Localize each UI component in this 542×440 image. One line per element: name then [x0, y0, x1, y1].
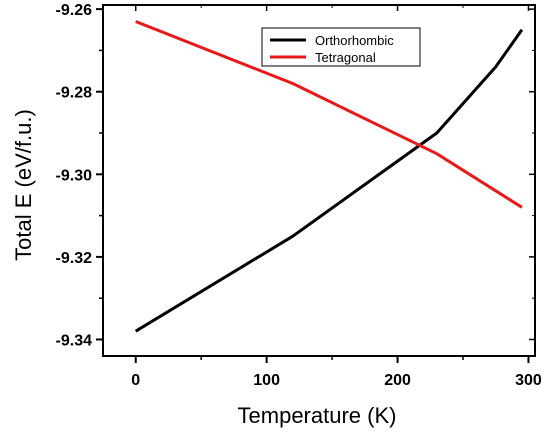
x-tick-label: 100	[253, 372, 280, 389]
x-axis-title: Temperature (K)	[238, 403, 397, 428]
y-tick-label: -9.34	[56, 332, 93, 349]
plot-frame	[102, 4, 536, 357]
y-tick-label: -9.30	[56, 167, 93, 184]
y-tick-label: -9.32	[56, 250, 93, 267]
axes: 0 100 200 300 -9.34 -9.32 -9.30 -9.28 -9.26	[56, 2, 542, 389]
legend-label-orthorhombic: Orthorhombic	[315, 33, 394, 48]
tetragonal-line	[135, 20, 523, 209]
orthorhombic-line	[134, 28, 524, 333]
legend-box	[261, 27, 421, 67]
x-tick-label: 200	[384, 372, 411, 389]
legend-label-tetragonal: Tetragonal	[315, 50, 376, 65]
x-tick-label: 0	[131, 372, 140, 389]
legend: Orthorhombic Tetragonal	[261, 27, 421, 67]
series-lines	[134, 20, 524, 333]
x-tick-label: 300	[515, 372, 542, 389]
y-tick-label: -9.26	[56, 2, 93, 19]
y-tick-label: -9.28	[56, 85, 93, 102]
y-axis-title: Total E (eV/f.u.)	[11, 109, 36, 261]
